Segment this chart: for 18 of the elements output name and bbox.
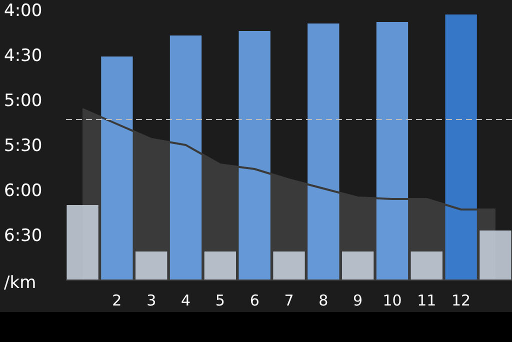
y-tick-label: 4:00 bbox=[4, 0, 42, 21]
y-tick-label: 6:00 bbox=[4, 180, 42, 201]
x-tick-label: 8 bbox=[318, 291, 328, 310]
x-tick-label: 5 bbox=[215, 291, 225, 310]
y-tick-label: 5:00 bbox=[4, 90, 42, 111]
x-tick-label: 11 bbox=[417, 291, 436, 310]
x-tick-label: 3 bbox=[146, 291, 156, 310]
y-tick-label: 5:30 bbox=[4, 136, 42, 156]
y-axis-title: /km bbox=[4, 272, 36, 293]
x-tick-label: 10 bbox=[382, 291, 402, 310]
x-tick-label: 4 bbox=[180, 291, 191, 310]
y-tick-label: 4:30 bbox=[4, 46, 42, 66]
x-tick-label: 12 bbox=[452, 291, 471, 310]
y-tick-label: 6:30 bbox=[4, 226, 42, 246]
x-tick-label: 2 bbox=[112, 291, 122, 310]
x-tick-label: 7 bbox=[284, 291, 294, 310]
x-tick-label: 6 bbox=[250, 291, 260, 310]
x-tick-label: 9 bbox=[353, 291, 363, 310]
